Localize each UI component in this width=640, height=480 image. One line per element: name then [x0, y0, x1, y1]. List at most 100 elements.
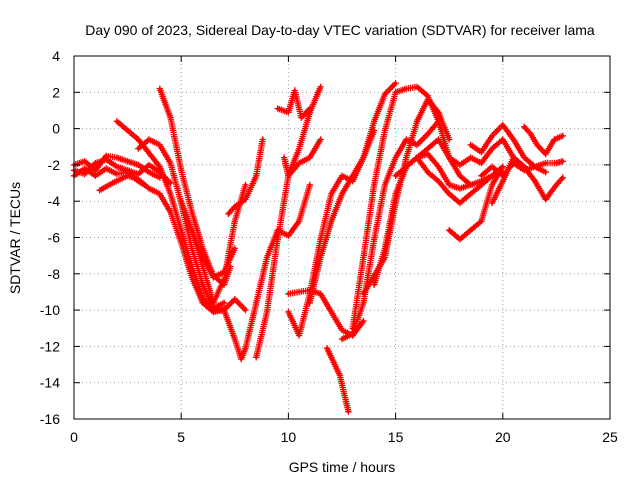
data-point	[544, 152, 548, 156]
data-point	[190, 228, 194, 232]
data-point	[308, 301, 312, 305]
data-point	[394, 90, 398, 94]
data-point	[254, 174, 258, 178]
y-tick-label: 0	[52, 121, 60, 137]
data-point	[479, 183, 483, 187]
y-tick-label: -16	[40, 411, 60, 427]
series-arc-11	[225, 136, 266, 218]
data-layer	[70, 80, 566, 415]
data-point	[115, 156, 119, 160]
data-marker-trace	[225, 136, 266, 218]
data-point	[490, 134, 494, 138]
data-point	[190, 265, 194, 268]
y-tick-label: -4	[48, 193, 61, 209]
data-point	[158, 87, 162, 91]
data-point	[93, 174, 97, 178]
data-point	[308, 183, 312, 187]
data-point	[490, 174, 494, 178]
data-point	[426, 170, 430, 174]
y-tick-label: -8	[48, 266, 61, 282]
data-point	[404, 165, 408, 169]
data-point	[394, 174, 398, 178]
data-point	[404, 138, 408, 141]
data-point	[179, 228, 183, 232]
data-point	[136, 172, 140, 176]
data-point	[490, 165, 494, 169]
data-point	[239, 357, 243, 361]
chart-title: Day 090 of 2023, Sidereal Day-to-day VTE…	[85, 22, 595, 38]
data-point	[554, 161, 558, 165]
data-point	[458, 163, 462, 167]
data-point	[136, 163, 140, 167]
data-point	[544, 170, 548, 174]
data-point	[372, 237, 376, 241]
data-point	[544, 197, 548, 201]
data-point	[522, 156, 526, 160]
x-tick-label: 5	[177, 429, 185, 445]
data-point	[190, 210, 194, 214]
data-point	[297, 290, 301, 294]
data-point	[297, 219, 301, 223]
data-point	[340, 192, 344, 196]
data-point	[334, 364, 338, 368]
data-point	[244, 308, 247, 312]
data-point	[83, 172, 87, 176]
data-point	[447, 183, 451, 187]
data-point	[104, 167, 108, 170]
data-point	[501, 123, 505, 127]
tick-layer: 0 5 10 15 20 25 -16 -14 -12 -10 -8 -6 -4 -2 0 2 4	[40, 48, 618, 445]
data-point	[426, 147, 430, 151]
data-point	[115, 165, 119, 169]
data-point	[282, 156, 286, 160]
y-tick-label: -14	[40, 375, 60, 391]
data-point	[286, 310, 290, 314]
data-point	[479, 150, 483, 154]
data-point	[533, 179, 537, 183]
data-point	[340, 174, 344, 178]
data-point	[469, 156, 473, 160]
data-point	[211, 310, 215, 314]
data-point	[222, 308, 226, 312]
data-point	[179, 199, 183, 203]
data-point	[447, 156, 451, 160]
data-point	[126, 174, 130, 178]
data-point	[351, 326, 355, 330]
data-point	[351, 332, 355, 336]
data-point	[338, 373, 342, 377]
data-point	[346, 410, 350, 414]
data-point	[115, 119, 119, 123]
data-point	[83, 167, 87, 170]
data-point	[535, 143, 539, 147]
data-point	[469, 192, 473, 196]
data-point	[394, 156, 398, 160]
data-point	[98, 188, 102, 192]
data-point	[351, 174, 355, 178]
data-point	[561, 159, 565, 163]
y-tick-label: 4	[52, 48, 60, 64]
data-point	[244, 197, 247, 201]
data-point	[147, 163, 151, 167]
data-point	[329, 355, 333, 359]
series-arc-12	[253, 136, 324, 361]
data-point	[222, 301, 226, 305]
data-marker-trace	[521, 123, 566, 158]
data-point	[415, 156, 419, 160]
series-arc-03	[70, 152, 163, 181]
data-point	[458, 187, 462, 190]
data-point	[426, 132, 430, 136]
data-point	[308, 110, 312, 114]
data-point	[342, 392, 346, 396]
data-point	[136, 147, 140, 151]
data-marker-trace	[371, 136, 474, 288]
data-point	[169, 116, 172, 120]
data-point	[501, 165, 505, 169]
data-point	[415, 143, 419, 147]
data-point	[93, 161, 97, 165]
data-point	[415, 119, 419, 123]
data-point	[458, 237, 462, 241]
data-point	[319, 256, 323, 259]
data-point	[233, 337, 237, 341]
data-point	[244, 346, 247, 350]
data-point	[201, 295, 205, 299]
